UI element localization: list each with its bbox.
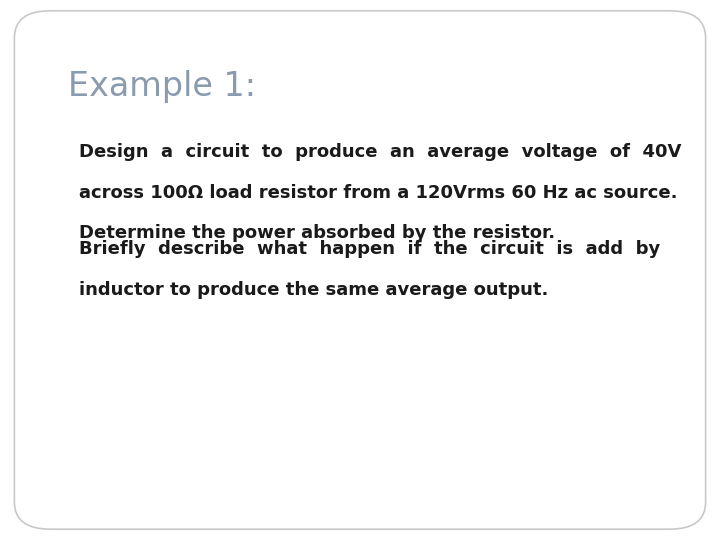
Text: inductor to produce the same average output.: inductor to produce the same average out… [79,281,549,299]
FancyBboxPatch shape [14,11,706,529]
Text: Briefly  describe  what  happen  if  the  circuit  is  add  by: Briefly describe what happen if the circ… [79,240,660,258]
Text: Example 1:: Example 1: [68,70,256,103]
Text: Design  a  circuit  to  produce  an  average  voltage  of  40V: Design a circuit to produce an average v… [79,143,682,161]
Text: Determine the power absorbed by the resistor.: Determine the power absorbed by the resi… [79,224,555,242]
Text: across 100Ω load resistor from a 120Vrms 60 Hz ac source.: across 100Ω load resistor from a 120Vrms… [79,184,678,201]
